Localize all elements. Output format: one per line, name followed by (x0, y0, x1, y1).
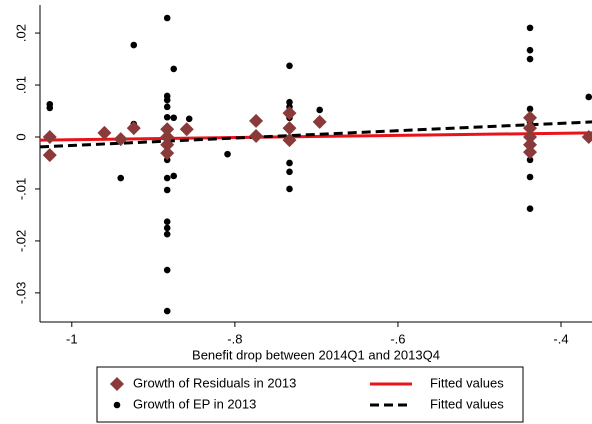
point (160, 129, 175, 144)
point (113, 132, 128, 147)
fit-line (39, 131, 592, 142)
point (224, 150, 231, 158)
point (286, 98, 293, 106)
point (163, 174, 171, 182)
x-tick-label: -1 (66, 331, 78, 346)
legend-label: Fitted values (430, 375, 504, 390)
point (185, 115, 193, 123)
point (249, 128, 264, 143)
point (130, 41, 138, 49)
point (163, 14, 171, 22)
y-tick-label: .02 (13, 24, 28, 42)
x-axis-label: Benefit drop between 2014Q1 and 2013Q4 (192, 347, 440, 362)
point (163, 103, 171, 111)
point (163, 266, 171, 274)
point (179, 122, 194, 137)
point (160, 146, 175, 161)
point (523, 145, 538, 160)
point (526, 105, 534, 113)
point (170, 65, 178, 73)
point (581, 129, 592, 144)
y-tick-label: -.01 (13, 178, 28, 200)
point (42, 129, 57, 144)
legend (96, 366, 524, 423)
point (163, 96, 171, 104)
fit-line (39, 120, 592, 149)
point (286, 159, 293, 167)
point (117, 174, 125, 182)
x-tick-label: -.6 (390, 331, 405, 346)
legend-label: Fitted values (430, 396, 504, 411)
point (523, 121, 538, 136)
point (126, 121, 141, 136)
legend-label: Growth of EP in 2013 (133, 396, 256, 411)
point (286, 168, 293, 176)
point (46, 104, 54, 112)
y-tick-label: -.02 (13, 230, 28, 252)
y-tick-label: -.03 (13, 282, 28, 304)
point (523, 129, 538, 144)
point (312, 114, 327, 129)
point (163, 307, 171, 315)
point (163, 186, 171, 194)
point (97, 125, 112, 140)
point (526, 46, 534, 54)
point (316, 106, 323, 114)
point (282, 133, 297, 148)
point (163, 113, 171, 121)
point (42, 148, 57, 163)
point (523, 110, 538, 125)
point (286, 185, 293, 193)
legend-marker (113, 401, 121, 409)
point (160, 137, 175, 152)
point (526, 173, 534, 181)
point (170, 114, 178, 122)
point (526, 55, 534, 63)
legend-label: Growth of Residuals in 2013 (133, 375, 296, 390)
point (526, 24, 534, 32)
x-tick-label: -.8 (227, 331, 242, 346)
point (523, 137, 538, 152)
point (249, 113, 264, 128)
point (160, 122, 175, 137)
point (526, 205, 534, 213)
point (526, 156, 534, 164)
point (286, 62, 293, 70)
point (170, 172, 178, 180)
y-tick-label: .01 (13, 76, 28, 94)
point (163, 230, 171, 238)
point (282, 121, 297, 136)
legend-marker (110, 377, 124, 391)
y-tick-label: 0 (13, 133, 28, 140)
point (163, 224, 171, 232)
point (163, 218, 171, 226)
point (585, 93, 592, 101)
x-tick-label: -.4 (553, 331, 568, 346)
point (282, 106, 297, 121)
